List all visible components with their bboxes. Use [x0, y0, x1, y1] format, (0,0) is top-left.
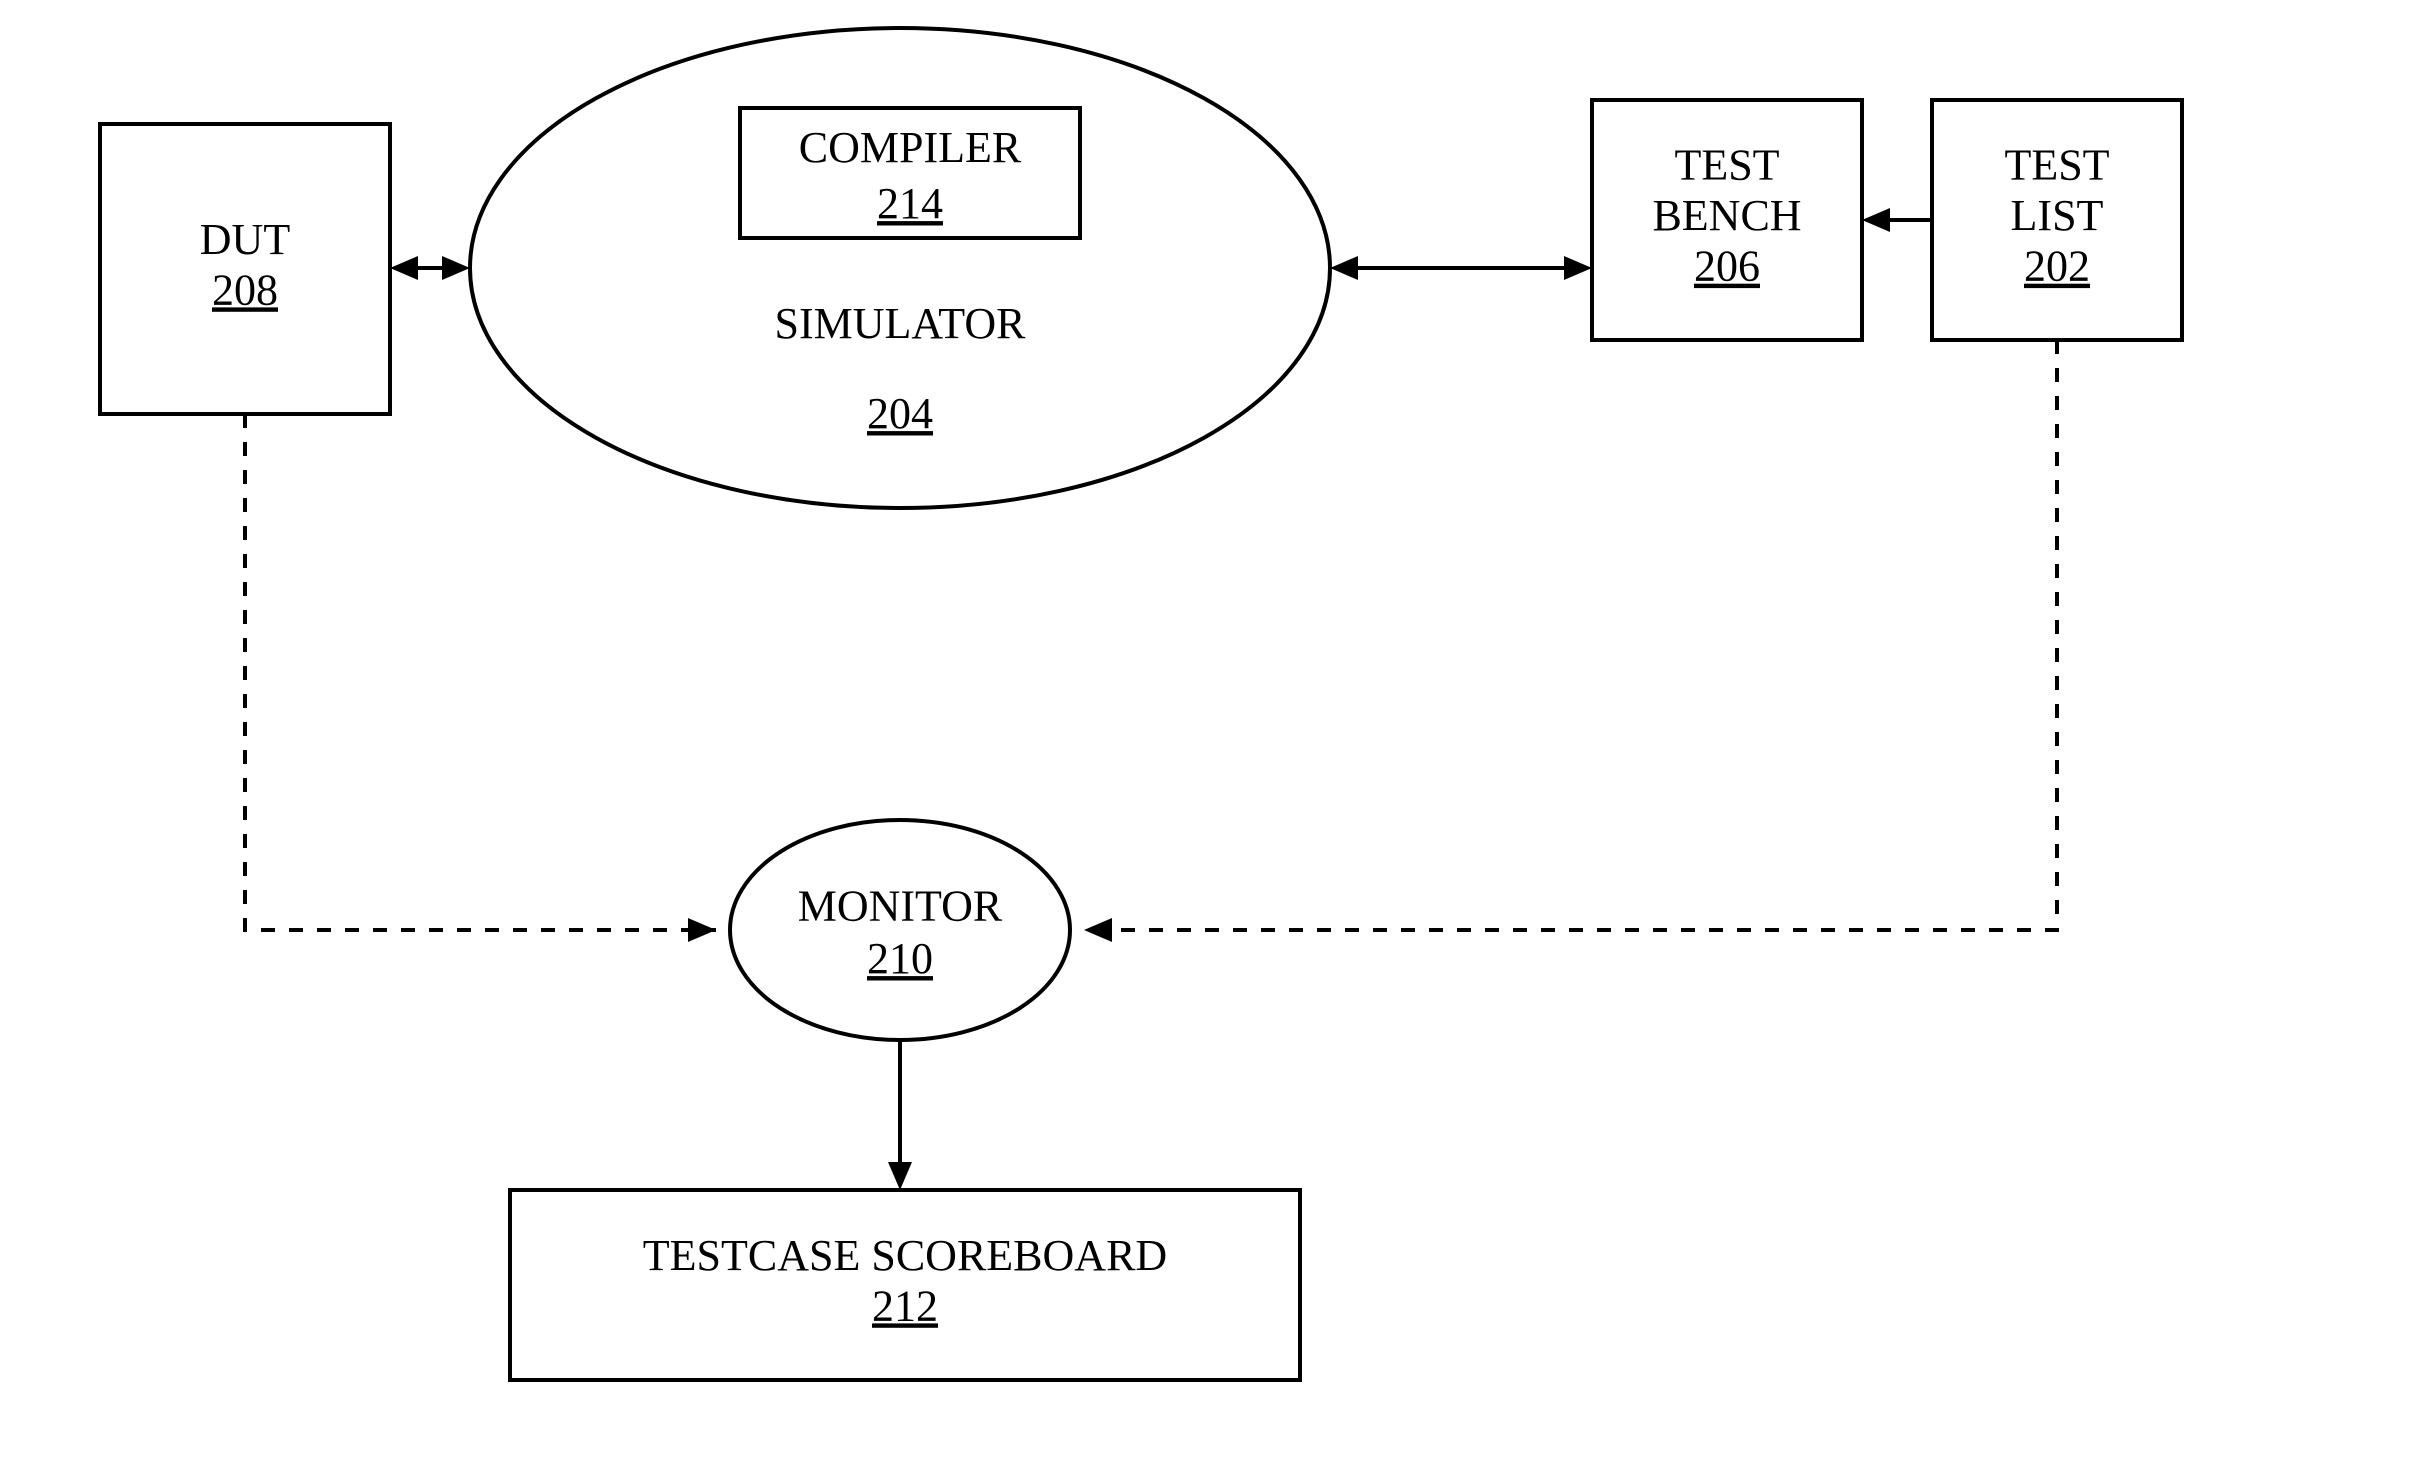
node-dut: DUT208	[100, 124, 390, 414]
node-simulator-title: SIMULATOR	[774, 299, 1026, 348]
node-compiler-number: 214	[877, 179, 943, 228]
node-testbench-title-1: BENCH	[1652, 191, 1801, 240]
node-monitor-number: 210	[867, 934, 933, 983]
node-scoreboard-number: 212	[872, 1281, 938, 1330]
node-monitor: MONITOR210	[730, 820, 1070, 1040]
node-testbench-number: 206	[1694, 242, 1760, 291]
node-simulator: SIMULATOR 204	[470, 28, 1330, 508]
node-compiler-title: COMPILER	[799, 123, 1022, 172]
node-scoreboard: TESTCASE SCOREBOARD212	[510, 1190, 1300, 1380]
node-testbench-title-0: TEST	[1674, 140, 1779, 189]
node-testlist-title-0: TEST	[2004, 140, 2109, 189]
node-dut-title-0: DUT	[200, 215, 291, 264]
node-compiler: COMPILER 214	[740, 108, 1080, 238]
node-dut-number: 208	[212, 265, 278, 314]
node-simulator-number: 204	[867, 389, 933, 438]
node-scoreboard-title-0: TESTCASE SCOREBOARD	[643, 1231, 1167, 1280]
node-testlist-number: 202	[2024, 242, 2090, 291]
node-testbench: TESTBENCH206	[1592, 100, 1862, 340]
node-monitor-title: MONITOR	[798, 881, 1003, 930]
node-testlist-title-1: LIST	[2011, 191, 2104, 240]
node-testlist: TESTLIST202	[1932, 100, 2182, 340]
